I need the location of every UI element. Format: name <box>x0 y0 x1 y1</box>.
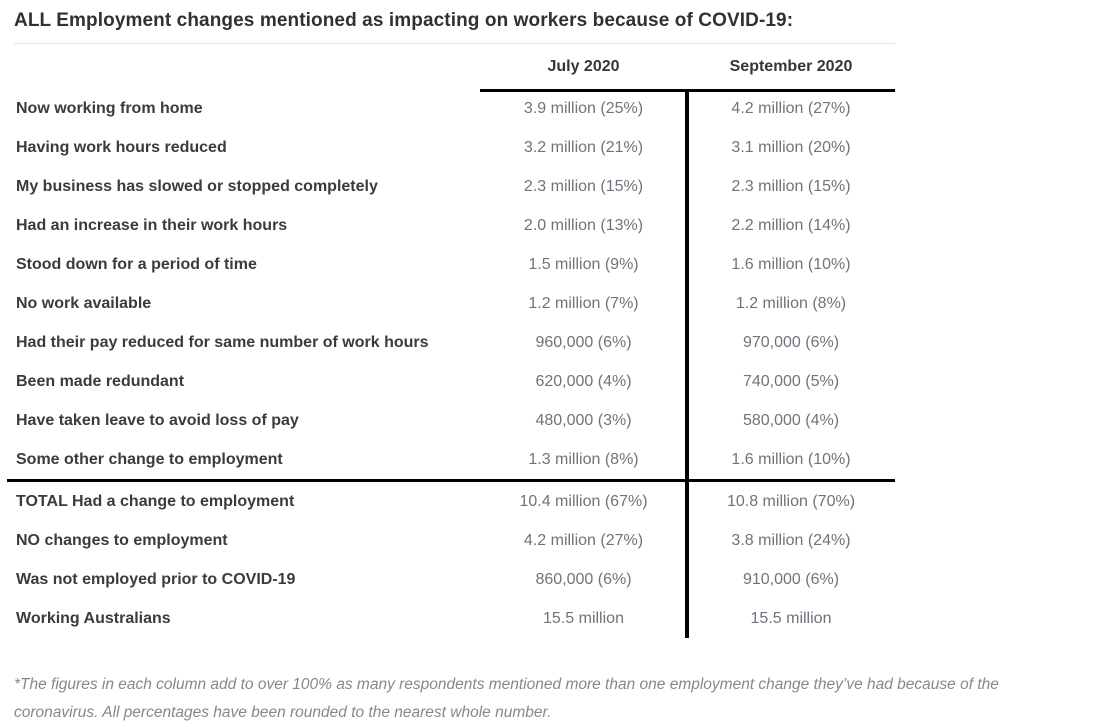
row-label: Working Australians <box>16 609 171 627</box>
row-value-july-2020: 2.0 million (13%) <box>523 216 644 234</box>
table-row: Stood down for a period of time 1.5 milli… <box>14 245 895 284</box>
row-value-july-2020: 1.2 million (7%) <box>528 294 639 312</box>
row-value-july-2020: 1.3 million (8%) <box>528 450 639 468</box>
row-value-july-2020: 860,000 (6%) <box>535 570 632 588</box>
page-title: ALL Employment changes mentioned as impa… <box>14 10 794 31</box>
table-row: TOTAL Had a change to employment 10.4 mil… <box>14 482 895 521</box>
row-value-september-2020: 2.3 million (15%) <box>731 177 851 195</box>
table-row: Been made redundant 620,000 (4%) 740,000 (… <box>14 362 895 401</box>
row-value-july-2020: 10.4 million (67%) <box>519 492 648 510</box>
table-row: Having work hours reduced 3.2 million (21… <box>14 128 895 167</box>
table-row: No work available 1.2 million (7%) 1.2 mil… <box>14 284 895 323</box>
table-row: NO changes to employment 4.2 million (27%… <box>14 521 895 560</box>
row-label: Was not employed prior to COVID-19 <box>16 570 296 588</box>
table-row: Now working from home 3.9 million (25%) 4.… <box>14 89 895 128</box>
row-label: Had their pay reduced for same number of… <box>16 333 429 351</box>
row-value-september-2020: 4.2 million (27%) <box>731 99 851 117</box>
row-label: Some other change to employment <box>16 450 283 468</box>
row-value-july-2020: 480,000 (3%) <box>535 411 632 429</box>
column-header-july-2020: July 2020 <box>547 57 620 75</box>
row-value-september-2020: 1.6 million (10%) <box>731 450 851 468</box>
row-label: Have taken leave to avoid loss of pay <box>16 411 299 429</box>
row-value-july-2020: 1.5 million (9%) <box>528 255 639 273</box>
row-value-july-2020: 960,000 (6%) <box>535 333 632 351</box>
row-value-september-2020: 1.2 million (8%) <box>735 294 847 312</box>
row-value-september-2020: 2.2 million (14%) <box>731 216 851 234</box>
table-row: Some other change to employment 1.3 milli… <box>14 440 895 479</box>
row-value-september-2020: 1.6 million (10%) <box>731 255 851 273</box>
employment-table: July 2020 September 2020 Now working fro… <box>7 44 895 638</box>
row-value-july-2020: 3.2 million (21%) <box>523 138 644 156</box>
table-header-row: July 2020 September 2020 <box>14 44 895 89</box>
row-value-september-2020: 3.8 million (24%) <box>731 531 851 549</box>
row-value-july-2020: 15.5 million <box>543 609 624 627</box>
column-header-september-2020: September 2020 <box>729 57 853 75</box>
row-value-july-2020: 2.3 million (15%) <box>523 177 644 195</box>
row-value-september-2020: 15.5 million <box>750 609 832 627</box>
table-row: Was not employed prior to COVID-19 860,00… <box>14 560 895 599</box>
row-value-september-2020: 3.1 million (20%) <box>731 138 851 156</box>
row-label: NO changes to employment <box>16 531 228 549</box>
row-value-july-2020: 620,000 (4%) <box>535 372 632 390</box>
row-label: Stood down for a period of time <box>16 255 257 273</box>
table-row: My business has slowed or stopped comple… <box>14 167 895 206</box>
row-label: Now working from home <box>16 99 203 117</box>
row-label: TOTAL Had a change to employment <box>16 492 295 510</box>
row-value-july-2020: 4.2 million (27%) <box>523 531 644 549</box>
title-divider <box>14 43 895 44</box>
footnote: *The figures in each column add to over … <box>14 676 999 721</box>
row-value-september-2020: 910,000 (6%) <box>742 570 840 588</box>
table-row: Working Australians 15.5 million 15.5 mill… <box>14 599 895 638</box>
table-body-main: Now working from home 3.9 million (25%) 4.… <box>14 89 895 479</box>
table-body-summary: TOTAL Had a change to employment 10.4 mil… <box>14 482 895 638</box>
row-value-september-2020: 740,000 (5%) <box>742 372 840 390</box>
row-value-september-2020: 580,000 (4%) <box>742 411 840 429</box>
total-divider-line <box>7 479 895 482</box>
column-divider-line <box>685 89 689 638</box>
row-label: Had an increase in their work hours <box>16 216 288 234</box>
row-value-september-2020: 970,000 (6%) <box>742 333 840 351</box>
row-value-september-2020: 10.8 million (70%) <box>726 492 856 510</box>
row-label: My business has slowed or stopped comple… <box>16 177 378 195</box>
table-row: Had an increase in their work hours 2.0 m… <box>14 206 895 245</box>
table-row: Had their pay reduced for same number of… <box>14 323 895 362</box>
row-label: Been made redundant <box>16 372 185 390</box>
row-label: Having work hours reduced <box>16 138 227 156</box>
row-value-july-2020: 3.9 million (25%) <box>523 99 644 117</box>
row-label: No work available <box>16 294 152 312</box>
table-row: Have taken leave to avoid loss of pay 480… <box>14 401 895 440</box>
